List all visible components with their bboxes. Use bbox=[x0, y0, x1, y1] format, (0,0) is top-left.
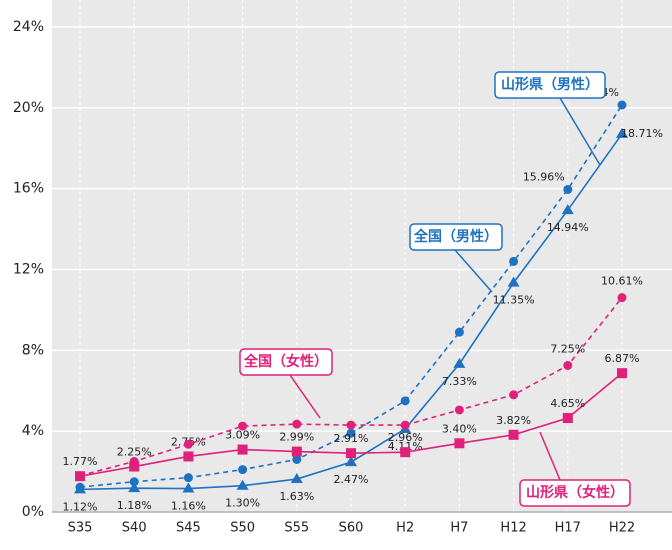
x-tick-label: S35 bbox=[68, 521, 93, 536]
marker bbox=[454, 438, 465, 449]
callout-leader bbox=[289, 374, 321, 419]
y-tick-label: 16% bbox=[13, 181, 44, 197]
x-tick-label: S60 bbox=[339, 521, 364, 536]
marker bbox=[290, 473, 303, 484]
data-label: 7.33% bbox=[442, 375, 477, 388]
marker bbox=[182, 482, 195, 493]
marker bbox=[509, 390, 519, 400]
data-label: 4.65% bbox=[550, 397, 585, 410]
marker bbox=[617, 368, 627, 379]
data-label: 2.99% bbox=[279, 431, 314, 444]
marker bbox=[616, 127, 628, 138]
data-label: 18.71% bbox=[621, 127, 663, 140]
marker bbox=[238, 421, 248, 431]
marker bbox=[345, 456, 357, 467]
series-line bbox=[79, 104, 623, 488]
x-tick-label: H12 bbox=[500, 521, 526, 536]
marker bbox=[617, 100, 627, 110]
marker bbox=[508, 429, 519, 440]
callout-box bbox=[519, 479, 631, 507]
data-label: 2.91% bbox=[334, 432, 369, 445]
marker bbox=[509, 256, 519, 266]
series-line bbox=[79, 297, 623, 477]
marker bbox=[183, 451, 194, 462]
marker bbox=[129, 456, 139, 466]
data-label: 4.11% bbox=[388, 440, 423, 453]
x-tick-label: H7 bbox=[450, 521, 468, 536]
data-label: 6.87% bbox=[605, 352, 640, 365]
y-tick-label: 0% bbox=[22, 504, 44, 520]
marker bbox=[400, 447, 411, 458]
marker bbox=[75, 482, 85, 492]
marker bbox=[238, 465, 248, 475]
data-label: 1.12% bbox=[63, 500, 98, 513]
legend-label: 山形県（女性） bbox=[526, 484, 624, 501]
marker bbox=[292, 454, 302, 464]
data-label: 2.96% bbox=[388, 431, 423, 444]
marker bbox=[129, 477, 139, 487]
data-label: 15.96% bbox=[523, 170, 565, 183]
y-tick-label: 24% bbox=[13, 19, 44, 35]
marker bbox=[237, 444, 248, 455]
y-tick-label: 12% bbox=[13, 262, 44, 278]
marker bbox=[617, 293, 627, 303]
y-tick-label: 8% bbox=[22, 342, 44, 358]
callout-leader bbox=[559, 97, 601, 166]
callout-leader bbox=[454, 249, 493, 293]
marker bbox=[346, 428, 356, 438]
marker bbox=[454, 327, 464, 337]
data-label: 1.16% bbox=[171, 500, 206, 513]
data-label: 11.35% bbox=[493, 294, 535, 307]
marker bbox=[507, 276, 520, 287]
marker bbox=[563, 360, 573, 370]
callout-box bbox=[239, 348, 333, 376]
x-tick-label: H22 bbox=[609, 521, 635, 536]
x-tick-label: S50 bbox=[230, 521, 255, 536]
x-tick-label: S40 bbox=[122, 521, 147, 536]
data-label: 2.25% bbox=[117, 446, 152, 459]
data-label: 2.47% bbox=[334, 473, 369, 486]
data-label: 14.94% bbox=[547, 221, 589, 234]
marker bbox=[400, 396, 410, 406]
data-label: 1.77% bbox=[63, 455, 98, 468]
marker bbox=[128, 482, 141, 493]
x-tick-label: H2 bbox=[396, 521, 414, 536]
marker bbox=[346, 448, 356, 459]
y-tick-label: 4% bbox=[22, 423, 44, 439]
callout-box bbox=[494, 71, 606, 99]
data-label: 3.09% bbox=[225, 429, 260, 442]
data-label: 1.18% bbox=[117, 499, 152, 512]
data-label: 3.82% bbox=[496, 414, 531, 427]
marker bbox=[562, 413, 573, 424]
marker bbox=[183, 473, 193, 483]
marker bbox=[183, 439, 193, 449]
data-label: 1.63% bbox=[279, 490, 314, 503]
x-tick-label: S45 bbox=[176, 521, 201, 536]
x-tick-label: H17 bbox=[555, 521, 581, 536]
marker bbox=[563, 184, 573, 194]
marker bbox=[400, 420, 410, 430]
callout-leader bbox=[539, 431, 561, 481]
marker bbox=[561, 204, 574, 215]
marker bbox=[75, 471, 85, 481]
callout-box bbox=[409, 223, 503, 251]
marker bbox=[292, 419, 302, 429]
marker bbox=[346, 420, 356, 430]
y-tick-label: 20% bbox=[13, 100, 44, 116]
data-label: 1.30% bbox=[225, 497, 260, 510]
x-tick-label: S55 bbox=[284, 521, 309, 536]
marker bbox=[453, 357, 466, 368]
marker bbox=[291, 446, 302, 457]
data-label: 3.40% bbox=[442, 422, 477, 435]
data-label: 10.61% bbox=[601, 275, 643, 288]
marker bbox=[454, 405, 464, 415]
data-label: 7.25% bbox=[550, 342, 585, 355]
legend-label: 全国（女性） bbox=[243, 353, 328, 370]
legend-label: 全国（男性） bbox=[413, 228, 498, 245]
marker bbox=[236, 479, 249, 490]
marker bbox=[129, 461, 140, 472]
legend-label: 山形県（男性） bbox=[501, 76, 599, 93]
